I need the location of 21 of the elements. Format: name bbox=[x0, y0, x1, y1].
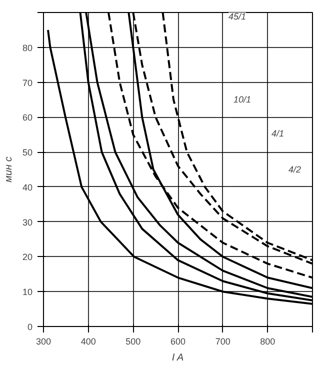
y-tick-label: 0 bbox=[27, 322, 33, 332]
x-tick-label: 400 bbox=[80, 336, 96, 346]
y-tick-label: 40 bbox=[22, 182, 33, 192]
annotation: 4/2 bbox=[288, 164, 302, 174]
x-tick-label: 700 bbox=[215, 336, 230, 346]
x-tick-label: 800 bbox=[260, 336, 276, 346]
x-tick-label: 300 bbox=[36, 336, 52, 346]
annotation: 45/1 bbox=[228, 12, 246, 22]
annotation: 10/1 bbox=[234, 94, 252, 104]
x-tick-label: 500 bbox=[126, 336, 141, 346]
y-tick-label: 60 bbox=[22, 112, 33, 123]
y-tick-label: 10 bbox=[22, 287, 33, 298]
y-tick-label: 30 bbox=[22, 217, 33, 228]
y-axis-title: мин с bbox=[3, 156, 14, 182]
y-tick-label: 80 bbox=[22, 42, 33, 53]
y-tick-label: 70 bbox=[22, 78, 33, 88]
x-axis-title: I A bbox=[172, 352, 184, 364]
x-tick-label: 600 bbox=[170, 336, 186, 346]
y-tick-label: 20 bbox=[22, 252, 33, 262]
annotation: 4/1 bbox=[272, 128, 284, 138]
y-tick-label: 50 bbox=[22, 148, 33, 158]
